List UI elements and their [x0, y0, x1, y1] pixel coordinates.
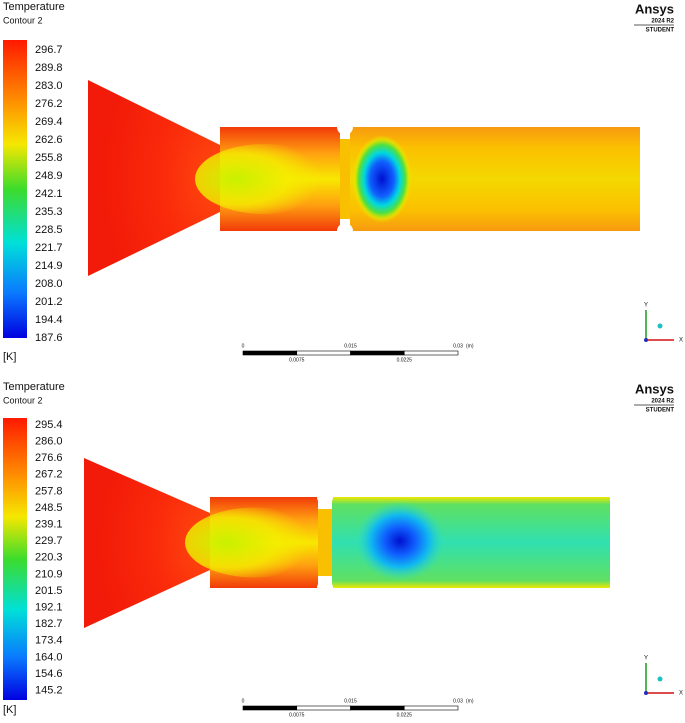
legend-label: 194.4	[35, 314, 63, 326]
notch-bottom	[337, 223, 353, 239]
legend-label: 228.5	[35, 224, 63, 236]
legend-label: 242.1	[35, 188, 63, 200]
panel: Temperature Contour 2 296.7 289.8 283.0 276.2…	[3, 1, 683, 363]
z-axis-dot	[657, 323, 663, 329]
inlet-cone	[88, 80, 220, 276]
legend-label: 164.0	[35, 651, 63, 663]
scale-segment	[403, 350, 459, 356]
scale-segment	[296, 350, 351, 356]
legend-label: 248.5	[35, 502, 63, 514]
legend-label: 267.2	[35, 469, 63, 481]
scale-unit: (m)	[466, 343, 474, 349]
throat	[340, 139, 350, 219]
legend-label: 235.3	[35, 206, 63, 218]
inlet-cone	[84, 458, 210, 628]
legend-label: 208.0	[35, 278, 63, 290]
panel: Temperature Contour 2 295.4 286.0 276.6 267.2…	[3, 381, 683, 718]
cold-zone	[352, 135, 412, 223]
subtitle: Contour 2	[3, 395, 43, 405]
legend-label: 255.8	[35, 152, 63, 164]
chamber-core	[195, 144, 335, 214]
legend-label: 296.7	[35, 44, 63, 56]
legend-label: 276.6	[35, 452, 63, 464]
subtitle: Contour 2	[3, 15, 43, 25]
legend-label: 201.5	[35, 585, 63, 597]
cold-zone	[355, 501, 445, 581]
unit: [K]	[3, 351, 16, 363]
license: STUDENT	[646, 28, 675, 34]
title: Temperature	[3, 381, 65, 393]
legend-label: 182.7	[35, 618, 63, 630]
version: 2024 R2	[651, 399, 674, 405]
panels: Temperature Contour 2 296.7 289.8 283.0 276.2…	[3, 1, 683, 718]
legend-label: 289.8	[35, 62, 63, 74]
legend-label: 229.7	[35, 535, 63, 547]
notch-bottom	[317, 580, 333, 596]
scale-label: 0.0225	[397, 712, 413, 718]
legend-label: 295.4	[35, 419, 63, 431]
scale-label: 0	[242, 343, 245, 349]
notch-top	[337, 119, 353, 135]
origin	[644, 338, 648, 342]
scale-label: 0.0075	[289, 357, 305, 363]
z-axis-dot	[657, 676, 663, 682]
scale-segment	[242, 705, 298, 711]
license: STUDENT	[646, 408, 675, 414]
legend-label: 214.9	[35, 260, 63, 272]
scale-label: 0.03	[453, 698, 463, 704]
scale-unit: (m)	[466, 698, 474, 704]
legend-label: 201.2	[35, 296, 63, 308]
scale-segment	[403, 705, 459, 711]
axis-label-x: X	[679, 338, 683, 344]
notch-top	[317, 489, 333, 505]
axis-label-x: X	[679, 691, 683, 697]
chamber-core	[185, 507, 325, 578]
legend-label: 239.1	[35, 519, 63, 531]
legend-label: 276.2	[35, 98, 63, 110]
color-bar	[3, 418, 27, 700]
title: Temperature	[3, 1, 65, 13]
scale-label: 0.0225	[397, 357, 413, 363]
legend-label: 220.3	[35, 552, 63, 564]
scale-label: 0.0075	[289, 712, 305, 718]
scale-label: 0	[242, 698, 245, 704]
version: 2024 R2	[651, 19, 674, 25]
legend-label: 257.8	[35, 485, 63, 497]
legend-label: 173.4	[35, 635, 63, 647]
legend-label: 262.6	[35, 134, 63, 146]
scale-segment	[350, 350, 405, 356]
scale-label: 0.03	[453, 343, 463, 349]
axis-label-y: Y	[644, 303, 648, 309]
legend-label: 221.7	[35, 242, 63, 254]
legend-label: 269.4	[35, 116, 63, 128]
legend-label: 286.0	[35, 436, 63, 448]
axis-label-y: Y	[644, 656, 648, 662]
scale-segment	[296, 705, 351, 711]
legend-label: 192.1	[35, 602, 63, 614]
legend-label: 248.9	[35, 170, 63, 182]
scale-segment	[242, 350, 298, 356]
scale-label: 0.015	[344, 343, 357, 349]
brand: Ansys	[635, 1, 674, 16]
legend-label: 283.0	[35, 80, 63, 92]
throat	[318, 509, 332, 576]
brand: Ansys	[635, 381, 674, 396]
legend-label: 145.2	[35, 685, 63, 697]
origin	[644, 691, 648, 695]
color-bar	[3, 40, 27, 338]
unit: [K]	[3, 704, 16, 716]
scale-label: 0.015	[344, 698, 357, 704]
scale-segment	[350, 705, 405, 711]
legend-label: 154.6	[35, 668, 63, 680]
legend-label: 187.6	[35, 332, 63, 344]
legend-label: 210.9	[35, 568, 63, 580]
